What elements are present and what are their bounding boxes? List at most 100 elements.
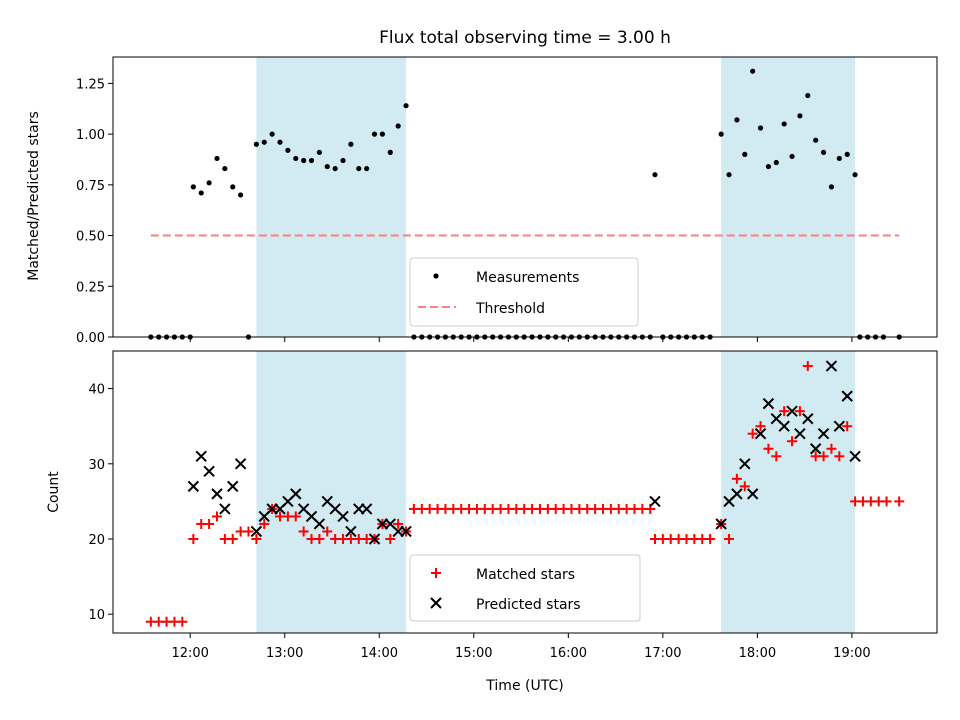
matched-stars-point	[787, 436, 798, 447]
measurement-point	[332, 165, 338, 172]
top-y-axis-label: Matched/Predicted stars	[26, 111, 42, 281]
predicted-stars-point	[825, 360, 838, 372]
measurement-point	[261, 139, 267, 145]
predicted-stars-point	[290, 488, 302, 500]
measurement-point	[726, 172, 732, 178]
matched-stars-point	[826, 443, 837, 454]
xtick-label: 19:00	[833, 646, 870, 661]
measurement-point	[395, 123, 401, 129]
measurement-point	[820, 149, 827, 155]
predicted-stars-point	[778, 420, 790, 432]
predicted-stars-point	[809, 443, 822, 455]
legend-label-predicted-stars: Predicted stars	[476, 597, 581, 613]
bottom-ytick-label: 20	[88, 533, 105, 548]
bottom-panel: 10 20 30 40 12:00 13:00 14:00 15:00 16:00 17:00 1…	[46, 337, 938, 694]
measurement-point	[356, 165, 362, 172]
top-ytick-label: 1.00	[76, 128, 105, 143]
measurement-point	[734, 117, 740, 123]
predicted-stars-point	[746, 488, 759, 500]
matched-stars-point	[739, 481, 750, 492]
predicted-stars-point	[337, 510, 349, 523]
measurement-point	[348, 141, 354, 147]
measurement-point	[844, 151, 850, 157]
predicted-stars-point	[762, 397, 775, 410]
top-ytick-label: 0.50	[76, 230, 105, 245]
measurement-point	[269, 131, 275, 137]
legend-marker-measurements	[433, 273, 439, 279]
measurement-point	[253, 141, 259, 147]
measurement-point	[742, 151, 748, 157]
xtick-label: 17:00	[644, 646, 681, 661]
matched-stars-point	[314, 534, 325, 544]
matched-stars-point	[322, 526, 333, 537]
measurement-point	[190, 184, 196, 190]
predicted-stars-point	[802, 412, 814, 425]
xtick-label: 12:00	[171, 646, 208, 661]
bottom-y-axis-label: Count	[46, 471, 62, 513]
measurement-point	[230, 184, 236, 190]
legend-label-threshold: Threshold	[475, 301, 545, 317]
xtick-label: 13:00	[266, 646, 303, 661]
measurement-point	[277, 139, 283, 145]
predicted-stars-point	[219, 503, 231, 515]
top-legend: Measurements Threshold	[409, 257, 639, 327]
xtick-label: 18:00	[739, 646, 776, 661]
predicted-stars-point	[817, 428, 830, 440]
measurement-point	[285, 147, 291, 153]
measurement-point	[364, 165, 370, 172]
measurement-point	[828, 184, 835, 190]
top-ytick-label: 1.25	[76, 77, 105, 92]
measurement-point	[379, 131, 386, 137]
top-ytick-label: 0.25	[76, 280, 105, 295]
predicted-stars-point	[739, 458, 751, 470]
bottom-ytick-label: 30	[88, 458, 105, 473]
predicted-stars-point	[360, 503, 373, 515]
predicted-stars-point	[731, 488, 743, 500]
predicted-stars-point	[794, 428, 806, 440]
matched-stars-point	[259, 518, 270, 529]
measurement-point	[371, 131, 378, 137]
measurement-point	[757, 125, 764, 131]
measurement-point	[198, 190, 204, 196]
matched-stars-point	[779, 406, 790, 417]
xtick-label: 16:00	[550, 646, 587, 661]
predicted-stars-point	[187, 480, 200, 493]
matched-stars-point	[227, 534, 238, 544]
matched-stars-point	[204, 518, 215, 529]
matched-stars-point	[834, 451, 845, 462]
predicted-stars-point	[195, 450, 207, 462]
matched-stars-point	[724, 534, 735, 544]
measurement-point	[652, 172, 658, 178]
chart-title: Flux total observing time = 3.00 h	[379, 28, 671, 48]
matched-stars-point	[211, 511, 222, 522]
xtick-label: 14:00	[361, 646, 398, 661]
measurement-point	[718, 131, 724, 137]
measurement-point	[813, 137, 819, 143]
matched-stars-point	[731, 473, 742, 484]
bottom-ytick-label: 10	[88, 608, 105, 623]
measurement-point	[340, 157, 346, 164]
measurement-point	[316, 149, 322, 155]
matched-stars-point	[385, 534, 396, 544]
matched-stars-point	[393, 518, 404, 529]
measurement-point	[773, 159, 779, 166]
measurement-point	[324, 163, 330, 170]
predicted-stars-point	[786, 405, 798, 417]
matched-stars-point	[802, 361, 813, 372]
predicted-stars-point	[234, 458, 247, 470]
matched-stars-point	[177, 616, 188, 627]
predicted-stars-point	[227, 480, 239, 493]
predicted-stars-point	[754, 428, 767, 440]
top-axes-frame	[112, 56, 938, 338]
legend-label-matched-stars: Matched stars	[476, 567, 575, 583]
predicted-stars-point	[368, 533, 381, 545]
bottom-axes-frame	[112, 350, 938, 634]
matched-stars-point	[290, 511, 301, 522]
top-shaded-interval-2	[721, 57, 856, 337]
measurement-point	[852, 172, 858, 178]
x-axis-label: Time (UTC)	[485, 678, 563, 694]
matched-stars-point	[251, 534, 262, 544]
predicted-stars-point	[203, 465, 215, 478]
top-ytick-label: 0.00	[76, 331, 105, 346]
